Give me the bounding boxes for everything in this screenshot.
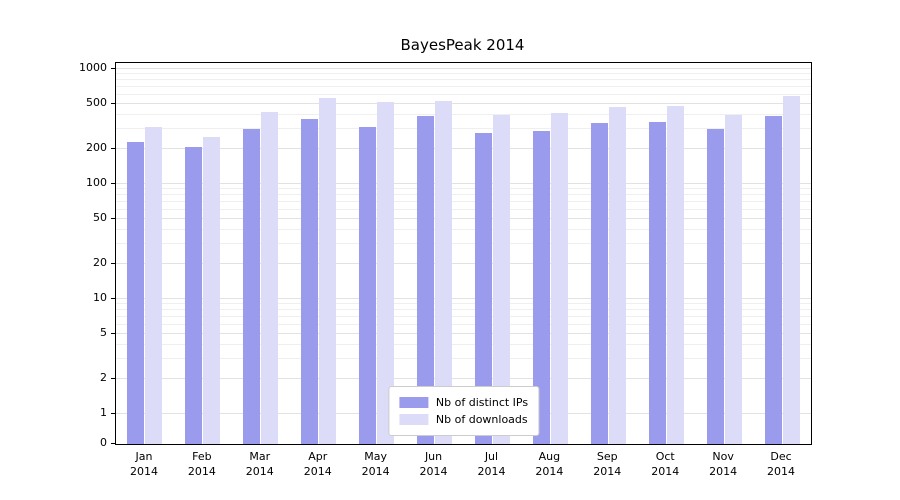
x-tick-label-dec: Dec 2014	[767, 450, 796, 478]
gridline-minor	[116, 303, 811, 305]
y-tick-label: 100	[86, 176, 107, 189]
y-tick-label: 5	[100, 325, 107, 339]
x-tick-label-jul: Jul 2014	[477, 450, 506, 478]
bar-downloads-may	[377, 102, 394, 444]
legend-item-downloads: Nb of downloads	[398, 411, 528, 428]
gridline-minor	[116, 315, 811, 317]
gridline-major	[116, 217, 811, 219]
gridline-major	[116, 263, 811, 265]
gridline-minor	[116, 73, 811, 75]
x-tick-label-mar: Mar 2014	[245, 450, 274, 478]
y-tick-label: 1	[100, 406, 107, 419]
bar-downloads-sep	[609, 107, 626, 444]
bar-downloads-dec	[783, 96, 800, 444]
gridline-minor	[116, 93, 811, 95]
y-tick-mark	[111, 102, 115, 104]
x-tick-label-sep: Sep 2014	[593, 450, 622, 478]
y-tick-mark	[111, 183, 115, 184]
gridline-major	[116, 102, 811, 104]
x-tick-label-oct: Oct 2014	[651, 450, 680, 478]
bar-ips-feb	[185, 147, 202, 444]
y-tick-label: 200	[86, 141, 107, 155]
bar-downloads-aug	[551, 113, 568, 444]
bar-downloads-mar	[261, 112, 278, 444]
x-tick-label-nov: Nov 2014	[709, 450, 738, 478]
gridline-major	[116, 378, 811, 380]
gridline-minor	[116, 358, 811, 360]
gridline-minor	[116, 113, 811, 115]
bar-ips-apr	[301, 119, 318, 444]
legend-label-downloads: Nb of downloads	[435, 413, 528, 426]
bar-downloads-jun	[435, 101, 452, 444]
legend-swatch-downloads-icon	[398, 414, 428, 425]
gridline-minor	[116, 85, 811, 87]
bar-downloads-jan	[145, 127, 162, 444]
gridline-major	[116, 332, 811, 334]
y-tick-mark	[111, 263, 115, 265]
y-tick-label: 10	[93, 291, 107, 304]
gridline-minor	[116, 323, 811, 325]
gridline-major	[116, 298, 811, 299]
bar-downloads-oct	[667, 106, 684, 444]
legend-item-ips: Nb of distinct IPs	[398, 394, 529, 411]
chart-title: BayesPeak 2014	[400, 36, 525, 54]
bar-ips-oct	[649, 122, 666, 444]
y-tick-mark	[111, 298, 115, 299]
gridline-minor	[116, 228, 811, 230]
gridline-minor	[116, 200, 811, 202]
gridline-minor	[116, 79, 811, 81]
bar-ips-jul	[475, 133, 492, 444]
y-tick-label: 2	[100, 371, 107, 385]
x-tick-label-jan: Jan 2014	[129, 450, 158, 478]
bar-ips-jun	[417, 116, 434, 444]
x-tick-label-jun: Jun 2014	[419, 450, 448, 478]
y-tick-mark	[111, 148, 115, 150]
gridline-minor	[116, 309, 811, 311]
gridline-minor	[116, 194, 811, 196]
y-tick-label: 50	[93, 210, 107, 224]
bar-downloads-feb	[203, 137, 220, 444]
bar-ips-dec	[765, 116, 782, 444]
x-tick-label-aug: Aug 2014	[535, 450, 564, 478]
bar-downloads-apr	[319, 98, 336, 444]
gridline-minor	[116, 343, 811, 345]
gridline-minor	[116, 128, 811, 130]
y-tick-mark	[111, 68, 115, 69]
legend-label-ips: Nb of distinct IPs	[435, 396, 529, 409]
bar-ips-sep	[591, 123, 608, 444]
y-tick-label: 0	[100, 436, 107, 449]
bar-downloads-jul	[493, 115, 510, 444]
y-tick-label: 500	[86, 95, 107, 109]
gridline-minor	[116, 208, 811, 210]
gridline-minor	[116, 188, 811, 190]
gridline-major	[116, 148, 811, 150]
y-tick-mark	[111, 378, 115, 380]
bar-ips-nov	[707, 129, 724, 444]
gridline-minor	[116, 243, 811, 245]
legend: Nb of distinct IPs Nb of downloads	[387, 386, 540, 436]
y-tick-mark	[111, 413, 115, 414]
y-tick-mark	[111, 217, 115, 219]
bar-ips-may	[359, 127, 376, 444]
x-tick-label-may: May 2014	[361, 450, 390, 478]
x-tick-label-feb: Feb 2014	[187, 450, 216, 478]
y-tick-label: 1000	[79, 61, 107, 74]
y-tick-label: 20	[93, 256, 107, 270]
x-tick-label-apr: Apr 2014	[303, 450, 332, 478]
bar-ips-mar	[243, 129, 260, 444]
bar-downloads-nov	[725, 115, 742, 444]
bar-ips-jan	[127, 142, 144, 444]
legend-swatch-ips-icon	[398, 397, 428, 408]
gridline-major	[116, 68, 811, 69]
y-tick-mark	[111, 443, 115, 444]
plot-area: Nb of distinct IPs Nb of downloads	[115, 62, 812, 445]
gridline-major	[116, 183, 811, 184]
y-tick-mark	[111, 332, 115, 334]
bar-ips-aug	[533, 131, 550, 444]
